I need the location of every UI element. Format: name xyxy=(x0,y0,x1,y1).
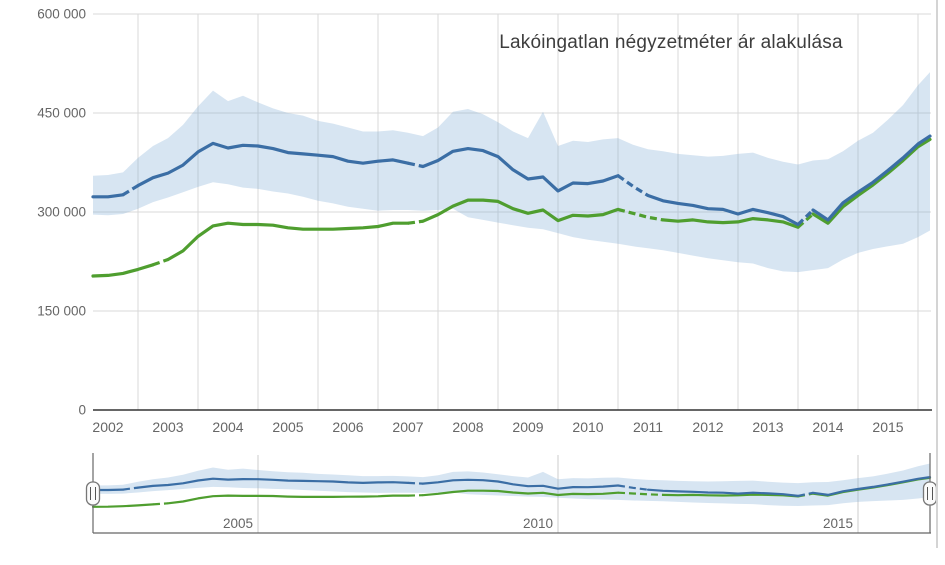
x-axis-label: 2015 xyxy=(872,419,903,435)
y-axis-label: 600 000 xyxy=(37,7,86,22)
page-right-border xyxy=(936,0,938,548)
x-axis-label: 2003 xyxy=(152,419,183,435)
navigator-axis-label: 2010 xyxy=(523,516,553,531)
main-plot: 600 000 450 000 300 000 150 000 0 2002 2003 200… xyxy=(37,7,932,435)
x-axis-label: 2008 xyxy=(452,419,483,435)
x-axis-label: 2012 xyxy=(692,419,723,435)
x-axis-label: 2005 xyxy=(272,419,303,435)
y-axis-label: 450 000 xyxy=(37,106,86,121)
navigator-handle-right[interactable] xyxy=(922,481,938,506)
x-axis-label: 2011 xyxy=(633,419,663,435)
navigator[interactable]: 2005 2010 2015 xyxy=(85,453,938,534)
x-axis-label: 2006 xyxy=(332,419,363,435)
x-axis-label: 2007 xyxy=(392,419,423,435)
price-line-green xyxy=(91,137,932,278)
x-axis-label: 2013 xyxy=(752,419,783,435)
price-line-green xyxy=(91,476,932,508)
chart-title: Lakóingatlan négyzetméter ár alakulása xyxy=(499,32,843,53)
navigator-axis-label: 2015 xyxy=(823,516,853,531)
handle-grip-pill[interactable] xyxy=(85,481,101,506)
x-axis-label: 2009 xyxy=(512,419,543,435)
x-axis-label: 2010 xyxy=(572,419,603,435)
confidence-band xyxy=(93,72,930,273)
x-axis-label: 2004 xyxy=(212,419,243,435)
price-line-blue xyxy=(91,476,932,497)
y-axis-label: 0 xyxy=(78,403,86,418)
y-axis-label: 300 000 xyxy=(37,205,86,220)
navigator-handle-left[interactable] xyxy=(85,481,101,506)
handle-grip-pill[interactable] xyxy=(922,481,938,506)
price-line-blue xyxy=(91,134,932,227)
navigator-axis-label: 2005 xyxy=(223,516,253,531)
x-axis-label: 2002 xyxy=(92,419,123,435)
y-axis-label: 150 000 xyxy=(37,304,86,319)
x-axis-label: 2014 xyxy=(812,419,843,435)
